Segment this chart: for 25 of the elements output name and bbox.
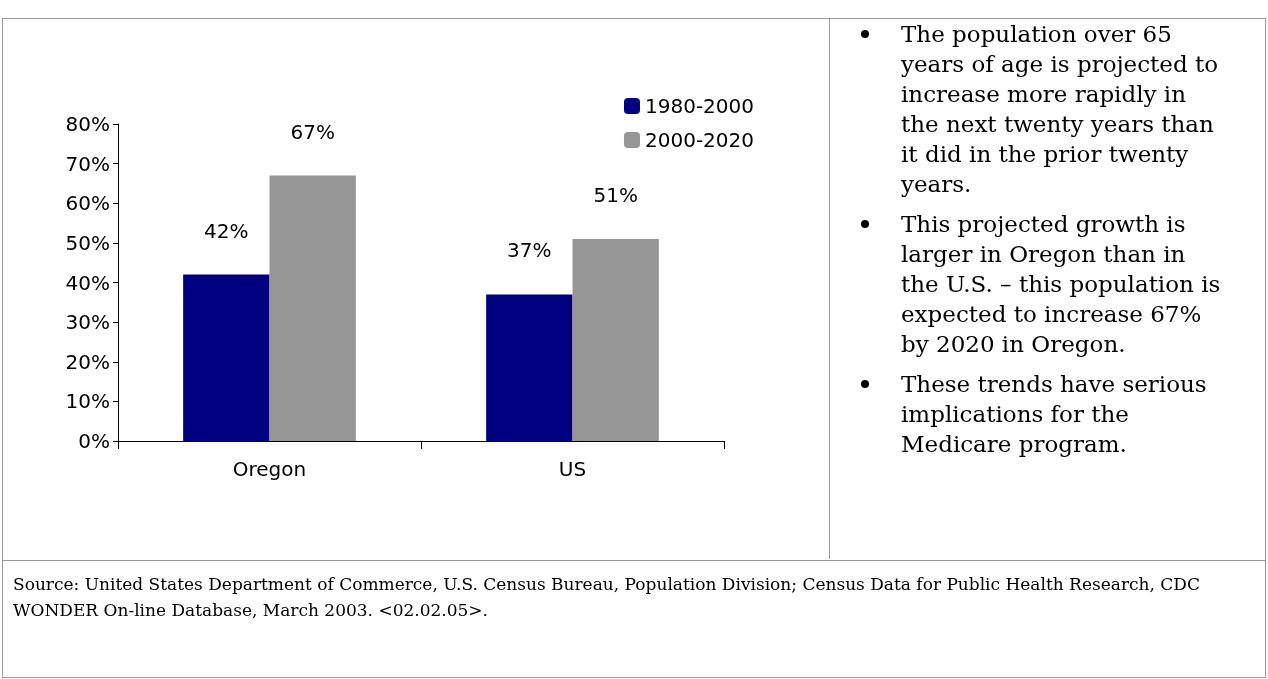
data-label: 42% [204, 218, 249, 243]
source-note: Source: United States Department of Commerce, U.S. Census Bureau, Population Division; Census Data for Public Health Research, CDC WONDER On-line Database, March 2003. <02.02.05>. [3, 560, 1265, 633]
bar [269, 175, 356, 441]
y-tick-label: 40% [65, 270, 110, 295]
data-label: 51% [593, 182, 638, 207]
y-tick-label: 20% [65, 349, 110, 374]
text: The population over 65 years of age is projected to increase more rapidly in the next twenty years than it did in the prior twenty years. [901, 20, 1220, 199]
y-tick-label: 0% [78, 429, 110, 453]
x-tick-label: Oregon [232, 457, 307, 481]
data-label: 37% [507, 238, 552, 263]
legend-label: 1980-2000 [644, 94, 754, 118]
y-tick-label: 50% [65, 230, 110, 255]
bar [183, 274, 270, 441]
y-tick-label: 60% [65, 191, 110, 216]
y-tick-label: 10% [65, 389, 110, 414]
bar [486, 294, 573, 441]
legend-label: 2000-2020 [644, 128, 754, 152]
y-tick-label: 30% [65, 310, 110, 335]
text: These trends have serious implications for the Medicare program. [901, 370, 1208, 459]
y-tick-label: 80% [65, 112, 110, 136]
data-label: 67% [290, 119, 335, 144]
x-tick-label: US [558, 457, 587, 481]
text: This projected growth is larger in Oregon than in the U.S. – this population is expected to increase 67% by 2020 in Oregon. [901, 210, 1221, 359]
y-tick-label: 70% [65, 151, 110, 176]
bar [572, 238, 659, 441]
